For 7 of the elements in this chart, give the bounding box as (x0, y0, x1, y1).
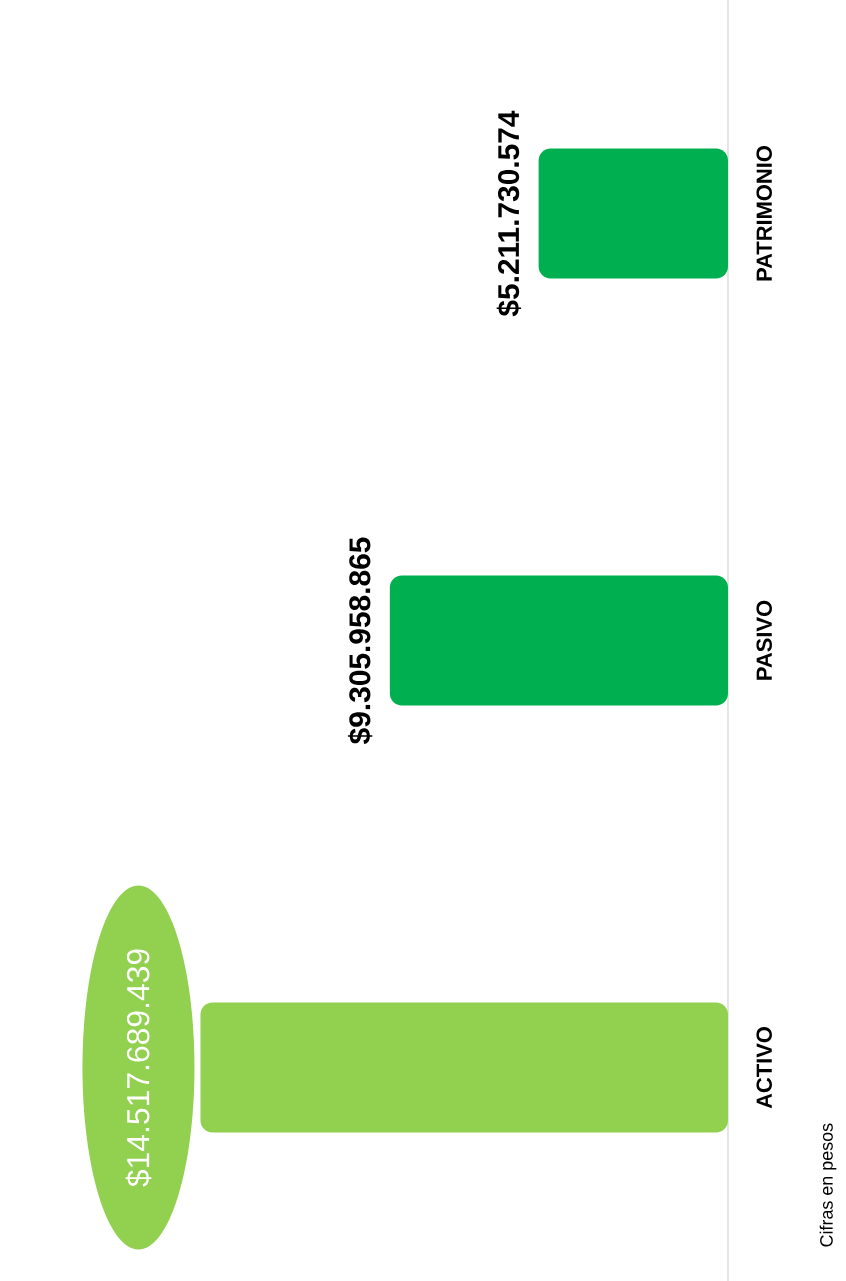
data-label: $5.211.730.574 (496, 110, 522, 317)
data-label: $9.305.958.865 (347, 537, 373, 745)
y-tick-label: PATRIMONIO (756, 146, 772, 281)
text: Cifras en pesos (819, 1123, 837, 1247)
y-tick-label: PASIVO (756, 600, 772, 680)
data-label: $14.517.689.439 (125, 949, 152, 1187)
y-tick-label: ACTIVO (756, 1027, 772, 1109)
